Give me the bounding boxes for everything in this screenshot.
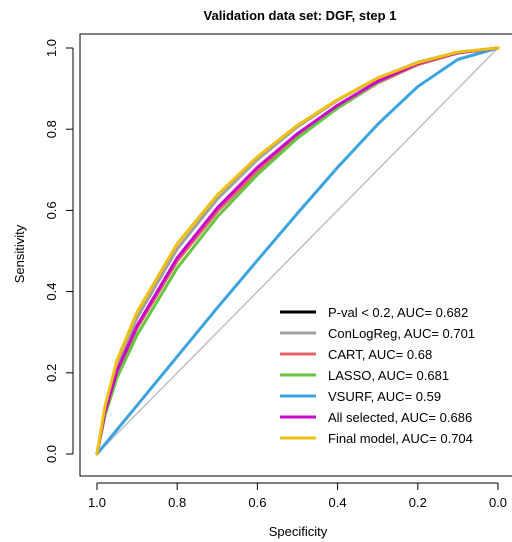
y-tick-label: 0.0 <box>44 445 59 463</box>
roc-curve-series-7 <box>95 46 500 456</box>
legend-entry-label: ConLogReg, AUC= 0.701 <box>328 326 475 341</box>
legend-entry-label: Final model, AUC= 0.704 <box>328 431 473 446</box>
legend-entry-label: LASSO, AUC= 0.681 <box>328 368 449 383</box>
y-tick-label: 0.4 <box>44 283 59 301</box>
legend: P-val < 0.2, AUC= 0.682 ConLogReg, AUC= 0… <box>280 305 475 446</box>
series-layer <box>95 46 500 456</box>
x-axis-label: Specificity <box>269 524 328 539</box>
x-tick-label: 0.0 <box>489 495 507 510</box>
legend-entry-label: CART, AUC= 0.68 <box>328 347 432 362</box>
legend-entry-label: All selected, AUC= 0.686 <box>328 410 472 425</box>
roc-curve-series-5 <box>95 46 500 456</box>
y-axis-label: Sensitivity <box>12 224 27 283</box>
y-axis: 0.0 0.2 0.4 0.6 0.8 1.0 <box>44 39 74 463</box>
x-axis: 1.0 0.8 0.6 0.4 0.2 0.0 <box>88 482 507 510</box>
x-tick-label: 0.2 <box>409 495 427 510</box>
legend-entry-label: P-val < 0.2, AUC= 0.682 <box>328 305 468 320</box>
x-tick-label: 0.6 <box>248 495 266 510</box>
x-tick-label: 1.0 <box>88 495 106 510</box>
y-tick-label: 0.8 <box>44 120 59 138</box>
diagonal-layer <box>96 47 499 455</box>
x-tick-label: 0.4 <box>329 495 347 510</box>
diagonal-reference-line <box>96 47 499 455</box>
y-tick-label: 0.2 <box>44 364 59 382</box>
legend-entry-label: VSURF, AUC= 0.59 <box>328 389 441 404</box>
plot-frame <box>79 33 512 477</box>
y-tick-label: 1.0 <box>44 39 59 57</box>
y-tick-label: 0.6 <box>44 201 59 219</box>
chart-title: Validation data set: DGF, step 1 <box>204 8 397 23</box>
x-tick-label: 0.8 <box>168 495 186 510</box>
